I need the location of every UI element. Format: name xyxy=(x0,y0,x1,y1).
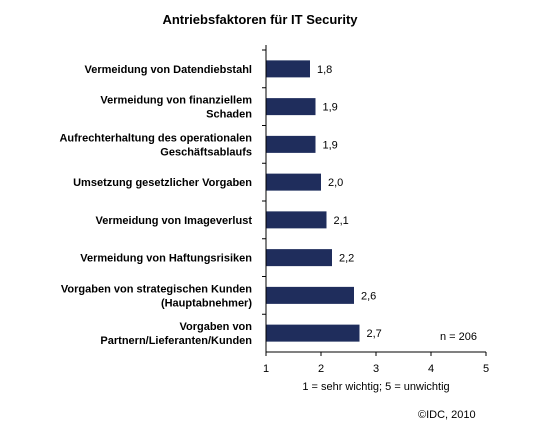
sample-size-note: n = 206 xyxy=(440,331,477,343)
category-label: (Hauptabnehmer) xyxy=(161,297,252,309)
x-tick-label: 5 xyxy=(483,363,489,375)
data-label: 1,9 xyxy=(323,102,338,114)
bar xyxy=(266,211,327,229)
data-label: 2,7 xyxy=(367,328,382,340)
category-label: Partnern/Lieferanten/Kunden xyxy=(100,335,252,347)
x-tick-label: 2 xyxy=(318,363,324,375)
data-label: 1,8 xyxy=(317,64,332,76)
source-credit: ©IDC, 2010 xyxy=(418,409,476,421)
bar xyxy=(266,173,321,191)
category-label: Umsetzung gesetzlicher Vorgaben xyxy=(73,177,252,189)
bar xyxy=(266,249,332,267)
data-label: 1,9 xyxy=(323,139,338,151)
category-label: Vermeidung von Imageverlust xyxy=(96,215,253,227)
bar xyxy=(266,135,316,153)
x-tick-label: 4 xyxy=(428,363,434,375)
category-label: Vermeidung von Haftungsrisiken xyxy=(80,253,252,265)
category-label: Schaden xyxy=(206,109,252,121)
bar xyxy=(266,60,310,78)
x-tick-label: 1 xyxy=(263,363,269,375)
bar xyxy=(266,98,316,116)
category-label: Geschäftsablaufs xyxy=(160,146,252,158)
data-label: 2,0 xyxy=(328,177,343,189)
data-label: 2,6 xyxy=(361,290,376,302)
category-label: Vorgaben von xyxy=(179,321,252,333)
data-label: 2,1 xyxy=(334,215,349,227)
category-label: Vermeidung von finanziellem xyxy=(100,95,252,107)
category-label: Aufrechterhaltung des operationalen xyxy=(59,132,252,144)
x-tick-label: 3 xyxy=(373,363,379,375)
bar xyxy=(266,324,360,342)
chart-title: Antriebsfaktoren für IT Security xyxy=(162,12,358,27)
category-label: Vermeidung von Datendiebstahl xyxy=(85,64,252,76)
category-label: Vorgaben von strategischen Kunden xyxy=(61,283,252,295)
data-label: 2,2 xyxy=(339,253,354,265)
bar xyxy=(266,286,354,304)
x-axis-label: 1 = sehr wichtig; 5 = unwichtig xyxy=(302,381,449,393)
